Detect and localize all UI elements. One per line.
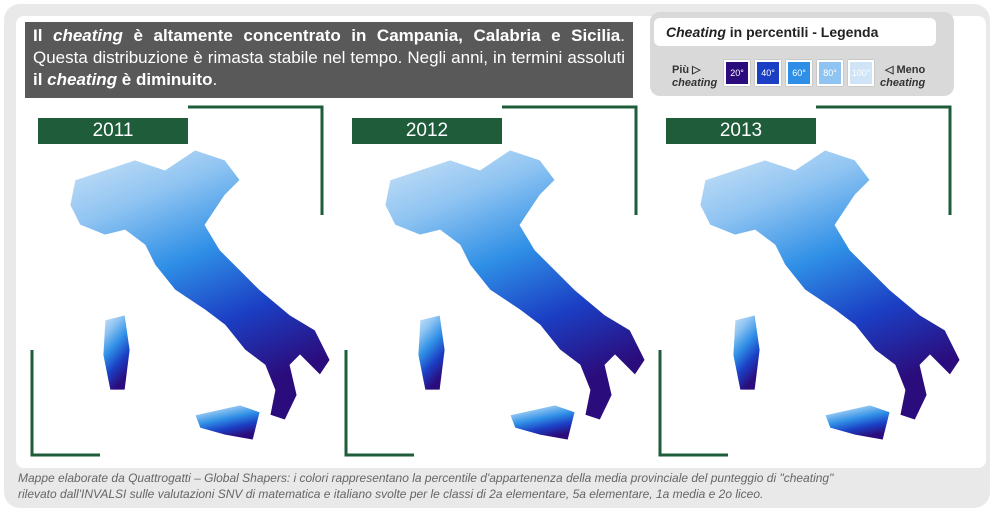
legend-title-rest: in percentili - Legenda (725, 24, 879, 40)
header: Il cheating è altamente concentrato in C… (25, 22, 633, 98)
header-text: è altamente concentrato in Campania, Cal… (122, 26, 621, 45)
legend-title-italic: Cheating (666, 24, 726, 40)
legend-left-1: Più (672, 64, 690, 76)
legend-swatch: 60° (786, 60, 812, 86)
legend-right-2: cheating (880, 77, 926, 89)
legend-swatch: 20° (724, 60, 750, 86)
corner (188, 105, 324, 215)
map-region (384, 149, 646, 421)
legend-swatch: 40° (755, 60, 781, 86)
map-region (194, 404, 261, 441)
header-text: Il (33, 26, 54, 45)
legend-right: ◁ Meno cheating (880, 64, 926, 89)
header-text: il (33, 70, 48, 89)
legend-left: Più ▷ cheating (672, 64, 718, 89)
map-region (699, 149, 961, 421)
map-region (102, 314, 131, 391)
map-region (509, 404, 576, 441)
header-text: . Questa distribuzione è rimasta stabile… (33, 26, 625, 67)
header-text: è diminuito (117, 70, 213, 89)
caption-line: rilevato dall'INVALSI sulle valutazioni … (18, 487, 764, 501)
legend-title: Cheating in percentili - Legenda (654, 18, 936, 46)
year-label: 2013 (666, 118, 816, 144)
header-text: . (212, 70, 218, 89)
map-region (69, 149, 331, 421)
corner (30, 350, 100, 457)
corner (344, 350, 414, 457)
legend-swatch: 100° (848, 60, 874, 86)
year-label: 2011 (38, 118, 188, 144)
legend-swatch: 80° (817, 60, 843, 86)
header-text: cheating (47, 70, 118, 89)
map-region (417, 314, 446, 391)
legend-left-2: cheating (672, 77, 718, 89)
caption: Mappe elaborate da Quattrogatti – Global… (18, 470, 833, 502)
corner (816, 105, 952, 215)
year-label: 2012 (352, 118, 502, 144)
legend-right-1: Meno (896, 64, 926, 76)
caption-line: Mappe elaborate da Quattrogatti – Global… (18, 471, 834, 485)
header-text: cheating (53, 26, 123, 45)
corner (502, 105, 638, 215)
legend: Cheating in percentili - Legenda Più ▷ ch… (650, 12, 954, 96)
map-region (732, 314, 761, 391)
map-region (824, 404, 891, 441)
corner (658, 350, 728, 457)
